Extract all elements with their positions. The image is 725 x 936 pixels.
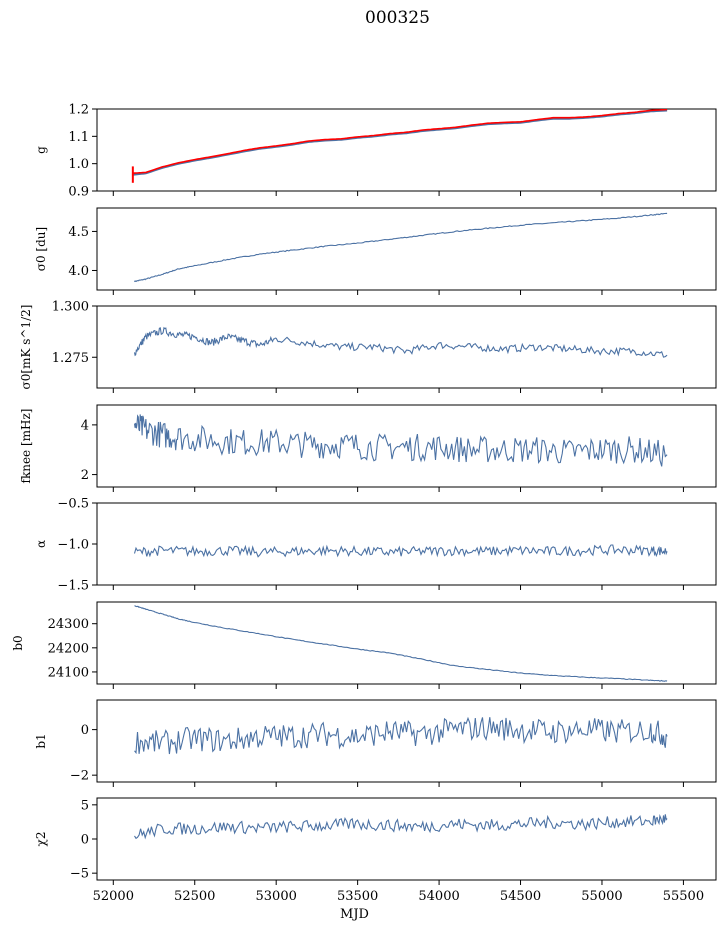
series-line — [134, 605, 668, 682]
panel-frame — [96, 502, 717, 586]
y-axis-label: χ2 — [34, 832, 48, 847]
y-tick-label: 0.9 — [68, 185, 89, 200]
x-tick-label: 52000 — [93, 889, 134, 904]
panel-frame — [96, 601, 717, 685]
y-axis-label: σ0 [du] — [34, 227, 48, 271]
series-line — [134, 814, 668, 840]
y-tick-label: −1.0 — [57, 538, 89, 553]
series-line — [134, 716, 668, 755]
y-axis-label: fknee [mHz] — [19, 409, 33, 484]
panel-1: 0.9 1.0 1.1 1.2 g — [34, 103, 717, 200]
y-tick-label: 1.1 — [68, 130, 89, 145]
y-axis-label: g — [34, 146, 48, 154]
series-line — [133, 326, 668, 358]
figure-title: 000325 — [365, 8, 430, 28]
series-line — [133, 414, 668, 467]
y-tick-label: −5 — [70, 867, 89, 882]
x-tick-label: 53500 — [337, 889, 378, 904]
panel-4: 2 4 fknee [mHz] — [19, 404, 717, 492]
series-line — [134, 212, 668, 283]
y-tick-label: 1.0 — [68, 157, 89, 172]
x-tick-label: 53000 — [256, 889, 297, 904]
y-tick-label: 0 — [81, 723, 89, 738]
series-line — [133, 544, 668, 558]
x-axis-label: MJD — [340, 907, 369, 922]
y-tick-label: 24300 — [48, 617, 89, 632]
y-tick-label: 5 — [81, 798, 89, 813]
x-tick-label: 55500 — [663, 889, 704, 904]
panel-frame — [96, 699, 717, 783]
x-tick-label: 54000 — [418, 889, 459, 904]
panel-8: −5 0 5 χ2 — [34, 797, 717, 885]
y-tick-label: 24200 — [48, 641, 89, 656]
y-axis-label: b0 — [11, 635, 25, 650]
series-line — [132, 109, 668, 176]
y-tick-label: 4.5 — [68, 225, 89, 240]
y-tick-label: −0.5 — [57, 497, 89, 512]
y-tick-label: 4.0 — [68, 264, 89, 279]
panel-6: 24100 24200 24300 b0 — [11, 601, 717, 689]
panel-7: −2 0 b1 — [34, 699, 717, 787]
series-line — [132, 109, 668, 174]
panel-2: 4.0 4.5 σ0 [du] — [34, 207, 717, 295]
panel-3: 1.275 1.300 σ0[mK s^1/2] — [19, 300, 717, 393]
y-tick-label: −2 — [70, 769, 89, 784]
y-tick-label: 24100 — [48, 665, 89, 680]
y-tick-label: 1.2 — [68, 103, 89, 118]
x-tick-label: 55000 — [581, 889, 622, 904]
panel-frame — [96, 108, 717, 192]
y-tick-label: 2 — [81, 468, 89, 483]
panel-frame — [96, 797, 717, 881]
y-axis-label: α — [34, 540, 48, 548]
y-tick-label: 1.300 — [52, 300, 89, 315]
y-tick-label: 0 — [81, 833, 89, 848]
panel-frame — [96, 404, 717, 488]
x-tick-label: 54500 — [500, 889, 541, 904]
y-tick-label: 1.275 — [52, 351, 89, 366]
y-tick-label: 4 — [81, 418, 89, 433]
y-axis-label: σ0[mK s^1/2] — [19, 305, 33, 390]
panel-frame — [96, 207, 717, 291]
panel-5: −1.5 −1.0 −0.5 α — [34, 497, 717, 594]
y-axis-label: b1 — [34, 733, 48, 748]
x-tick-label: 52500 — [174, 889, 215, 904]
panel-frame — [96, 305, 717, 389]
y-tick-label: −1.5 — [57, 579, 89, 594]
